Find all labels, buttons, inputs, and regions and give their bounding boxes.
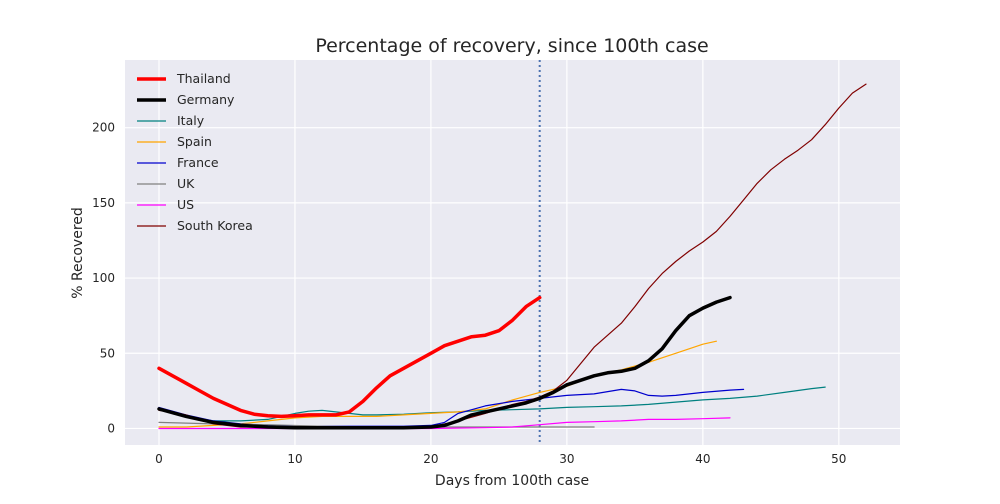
series-layer [157,83,867,430]
series-line-spain [158,340,718,428]
x-tick-label: 20 [423,452,438,466]
y-tick-label: 0 [107,421,115,435]
legend-label-germany: Germany [177,92,235,107]
plot-background [125,60,900,445]
y-axis-label: % Recovered [70,207,86,299]
series-line-thailand [157,295,542,419]
legend-label-south-korea: South Korea [177,218,253,233]
x-tick-label: 10 [287,452,302,466]
y-tick-label: 100 [92,271,115,285]
legend-label-uk: UK [177,176,195,191]
tick-labels: 0 10 20 30 40 50 0 50 100 150 200 [92,121,846,466]
x-tick-label: 0 [155,452,163,466]
series-line-germany [157,295,732,430]
y-tick-label: 150 [92,196,115,210]
y-tick-label: 200 [92,121,115,135]
chart-title: Percentage of recovery, since 100th case [315,35,708,57]
x-tick-label: 40 [695,452,710,466]
y-tick-label: 50 [100,346,115,360]
legend-label-us: US [177,197,194,212]
x-tick-label: 30 [559,452,574,466]
x-axis-label: Days from 100th case [435,473,589,489]
legend: Thailand Germany Italy Spain France UK US South… [137,71,253,233]
legend-label-spain: Spain [177,134,212,149]
x-tick-label: 50 [831,452,846,466]
legend-label-france: France [177,155,219,170]
legend-label-thailand: Thailand [176,71,231,86]
legend-label-italy: Italy [177,113,205,128]
